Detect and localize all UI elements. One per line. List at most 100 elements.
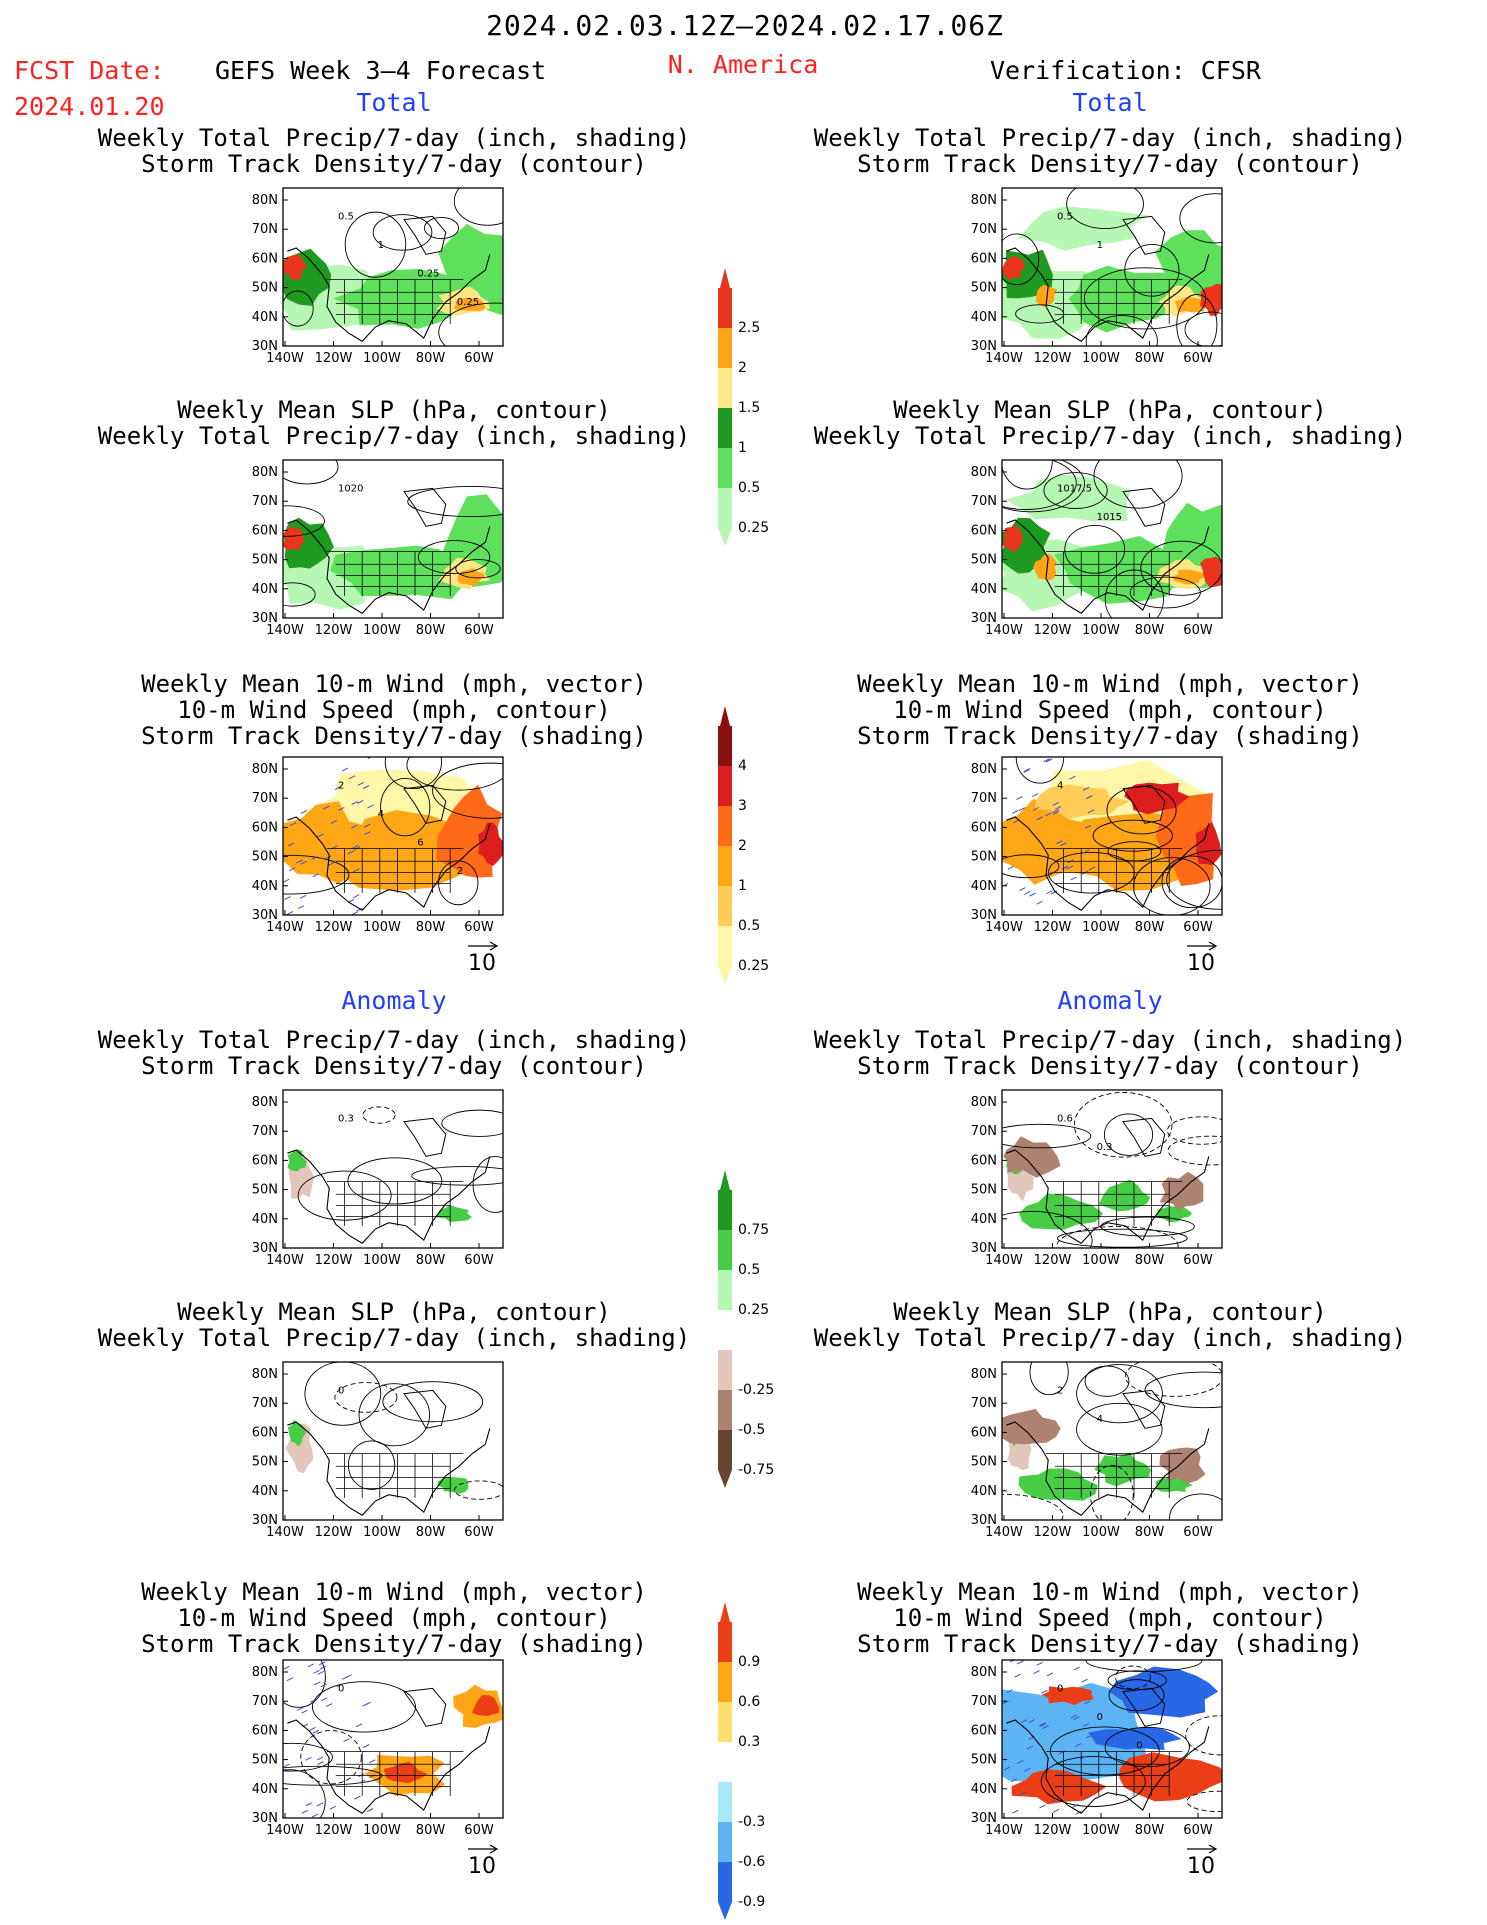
fcst-date-value: 2024.01.20 (14, 92, 165, 121)
map-panel-left-6: 0 80N 70N 60N 50N 40N 30N 140W 120W 100W 80W 60W (243, 1650, 513, 1838)
lat-tick-label: 70N (971, 791, 997, 806)
map-panel-right-2: 1017.5 1015 80N 70N 60N 50N 40N 30N 140W 120W 100W… (962, 450, 1232, 638)
lat-tick-label: 30N (971, 611, 997, 626)
lat-tick-label: 60N (252, 251, 278, 266)
panel-title-line: Storm Track Density/7-day (shading) (857, 722, 1363, 750)
panel-title-line: Weekly Mean SLP (hPa, contour) (177, 1298, 611, 1326)
panel-title-line: Weekly Total Precip/7-day (inch, shading… (813, 1026, 1407, 1054)
map-panel-left-2: 1020 80N 70N 60N 50N 40N 30N 140W 120W 100W 80W 60W (243, 450, 513, 638)
colorbar-label: 2.5 (738, 320, 760, 336)
vector-reference: 10 (1185, 941, 1219, 976)
lat-tick-label: 50N (971, 1753, 997, 1768)
contour-label: 0 (338, 1386, 344, 1397)
lon-tick-label: 120W (1034, 1253, 1072, 1268)
panel-title-line: 10-m Wind Speed (mph, contour) (893, 1604, 1327, 1632)
colorbar-swatch (718, 1190, 732, 1230)
colorbar-precip_anom: 0.75 0.5 0.25 -0.25 -0.5 -0.75 (718, 1170, 798, 1488)
left-total-label: Total (356, 88, 432, 117)
lon-tick-label: 120W (1034, 1525, 1072, 1540)
lon-tick-label: 120W (315, 1823, 353, 1838)
lon-tick-label: 80W (416, 1525, 446, 1540)
lat-tick-label: 30N (252, 339, 278, 354)
colorbar-swatch (718, 806, 732, 846)
colorbar-swatch (718, 288, 732, 328)
panel-title-line: Weekly Mean 10-m Wind (mph, vector) (141, 1578, 647, 1606)
lat-tick-label: 80N (252, 762, 278, 777)
lat-tick-label: 40N (252, 1782, 278, 1797)
lat-tick-label: 70N (252, 791, 278, 806)
colorbar-swatch (718, 766, 732, 806)
colorbar-label: 1 (738, 440, 747, 456)
colorbar-swatch (718, 368, 732, 408)
panel-title-line: 10-m Wind Speed (mph, contour) (893, 696, 1327, 724)
lat-tick-label: 70N (971, 494, 997, 509)
period-title: 2024.02.03.12Z—2024.02.17.06Z (486, 9, 1004, 42)
lat-tick-label: 60N (971, 820, 997, 835)
lon-tick-label: 120W (1034, 1823, 1072, 1838)
lat-tick-label: 30N (252, 1241, 278, 1256)
colorbar-label: -0.6 (738, 1854, 765, 1870)
lon-tick-label: 60W (464, 920, 494, 935)
colorbar-label: 2 (738, 838, 747, 854)
lat-tick-label: 70N (971, 1124, 997, 1139)
lon-tick-label: 80W (416, 1253, 446, 1268)
lat-tick-label: 50N (971, 553, 997, 568)
colorbar-swatch (718, 1782, 732, 1822)
colorbar-label: -0.25 (738, 1382, 774, 1398)
contour-label: 0.6 (1057, 1114, 1073, 1125)
lon-tick-label: 60W (1183, 1525, 1213, 1540)
lon-tick-label: 60W (464, 1253, 494, 1268)
colorbar-label: -0.3 (738, 1814, 765, 1830)
lat-tick-label: 40N (971, 879, 997, 894)
lat-tick-label: 70N (252, 494, 278, 509)
colorbar-swatch (718, 1390, 732, 1430)
fcst-date-label: FCST Date: (14, 56, 165, 85)
vector-reference-value: 10 (1187, 951, 1215, 976)
contour-label: 4 (1057, 781, 1063, 792)
lon-tick-label: 140W (266, 623, 304, 638)
lon-tick-label: 60W (1183, 351, 1213, 366)
lon-tick-label: 100W (363, 1525, 401, 1540)
contour-label: 0 (1097, 1712, 1103, 1723)
colorbar-label: 3 (738, 798, 747, 814)
colorbar-label: -0.5 (738, 1422, 765, 1438)
colorbar-label: 1 (738, 878, 747, 894)
lon-tick-label: 120W (315, 920, 353, 935)
lon-tick-label: 120W (315, 1525, 353, 1540)
panel-title-line: Storm Track Density/7-day (contour) (141, 150, 647, 178)
lat-tick-label: 40N (252, 879, 278, 894)
lat-tick-label: 40N (971, 310, 997, 325)
lat-tick-label: 50N (971, 281, 997, 296)
contour-label: 0.3 (1097, 1142, 1113, 1153)
colorbar-swatch (718, 488, 732, 528)
lon-tick-label: 80W (416, 920, 446, 935)
lat-tick-label: 50N (971, 1455, 997, 1470)
colorbar-label: 2 (738, 360, 747, 376)
colorbar-label: 0.25 (738, 1302, 769, 1318)
lon-tick-label: 140W (985, 1253, 1023, 1268)
lon-tick-label: 120W (1034, 920, 1072, 935)
lat-tick-label: 30N (252, 1513, 278, 1528)
lat-tick-label: 70N (252, 1694, 278, 1709)
lon-tick-label: 120W (315, 623, 353, 638)
lat-tick-label: 40N (252, 1484, 278, 1499)
lon-tick-label: 60W (464, 623, 494, 638)
lat-tick-label: 70N (252, 1396, 278, 1411)
region-title: N. America (667, 50, 819, 79)
contour-label: 0 (1136, 1740, 1142, 1751)
lon-tick-label: 120W (1034, 623, 1072, 638)
lon-tick-label: 140W (266, 1823, 304, 1838)
lon-tick-label: 100W (1082, 623, 1120, 638)
panel-title-line: Weekly Total Precip/7-day (inch, shading… (813, 124, 1407, 152)
colorbar-swatch (718, 328, 732, 368)
lat-tick-label: 50N (971, 1183, 997, 1198)
panel-title-line: Storm Track Density/7-day (contour) (857, 150, 1363, 178)
lon-tick-label: 60W (1183, 1253, 1213, 1268)
lat-tick-label: 30N (971, 1811, 997, 1826)
colorbar-label: 0.9 (738, 1654, 760, 1670)
map-panel-right-3: 4 80N 70N 60N 50N 40N 30N 140W 120W 100W 80W 60W (962, 747, 1232, 935)
vector-reference-value: 10 (468, 951, 496, 976)
lat-tick-label: 30N (971, 1241, 997, 1256)
lat-tick-label: 30N (252, 611, 278, 626)
contour-label: 6 (417, 837, 423, 848)
